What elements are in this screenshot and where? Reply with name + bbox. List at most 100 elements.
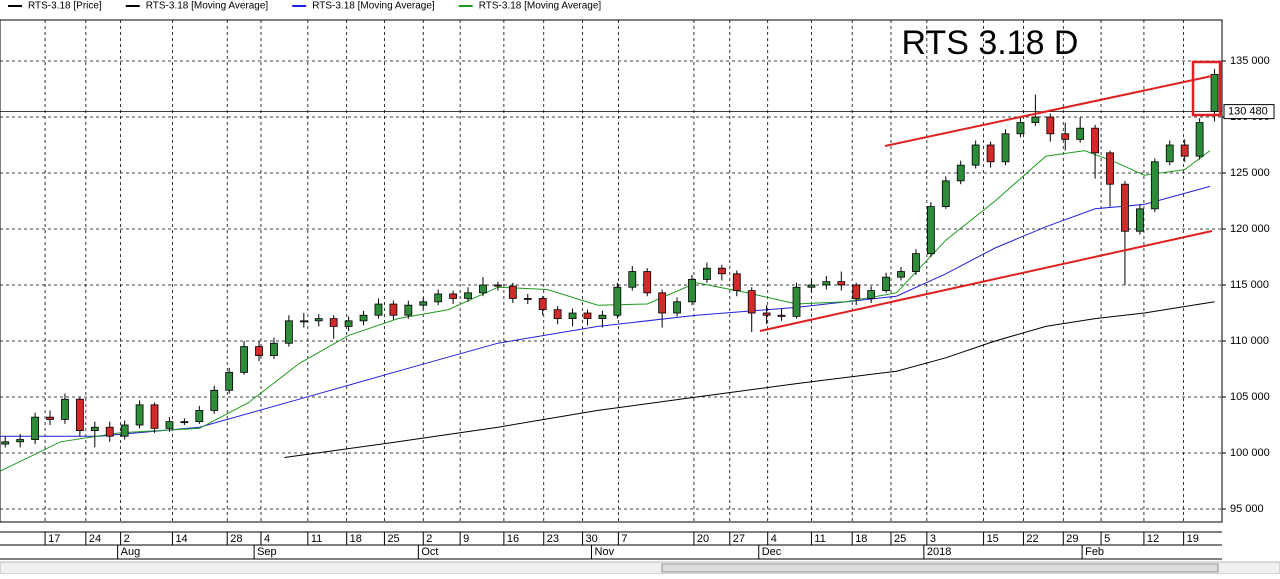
candle-body bbox=[359, 314, 368, 322]
x-tick-label: 11 bbox=[311, 533, 322, 545]
candle-body bbox=[329, 318, 338, 327]
candle-body bbox=[956, 164, 965, 182]
x-tick-label: 27 bbox=[733, 533, 745, 545]
candle-body bbox=[314, 318, 323, 322]
chart-title: RTS 3.18 D bbox=[901, 24, 1078, 62]
candle-body bbox=[61, 398, 69, 420]
x-tick-label: 7 bbox=[621, 533, 627, 545]
candle-body bbox=[1, 441, 10, 445]
marks bbox=[0, 68, 1222, 472]
candle-body bbox=[479, 284, 487, 294]
candle-body bbox=[837, 281, 846, 286]
candle-body bbox=[210, 389, 219, 411]
candle-body bbox=[1001, 133, 1010, 163]
candle-body bbox=[762, 312, 771, 316]
x-tick-label: 9 bbox=[463, 533, 469, 545]
month-label: Sep bbox=[257, 546, 277, 558]
month-label: Oct bbox=[421, 546, 438, 558]
x-tick-label: 12 bbox=[1147, 533, 1159, 545]
candle-body bbox=[389, 303, 398, 316]
candle-body bbox=[1210, 74, 1219, 112]
plot-frame bbox=[0, 19, 1223, 523]
legend-label: RTS-3.18 [Moving Average] bbox=[479, 1, 602, 12]
candle-body bbox=[508, 285, 517, 299]
candle-body bbox=[912, 253, 920, 272]
candle-body bbox=[568, 312, 577, 320]
candle-body bbox=[807, 284, 816, 288]
x-tick-label: 11 bbox=[814, 533, 825, 545]
grid bbox=[0, 20, 1226, 559]
candle-body bbox=[195, 410, 204, 423]
x-tick-label: 18 bbox=[350, 533, 362, 545]
candle-body bbox=[732, 273, 741, 292]
x-tick-label: 4 bbox=[771, 533, 777, 545]
x-tick-label: 23 bbox=[547, 533, 559, 545]
month-label: Feb bbox=[1085, 546, 1104, 558]
y-tick-label: 100 000 bbox=[1230, 447, 1270, 459]
x-tick-label: 19 bbox=[1187, 533, 1199, 545]
candle-body bbox=[1031, 116, 1040, 123]
y-tick-label: 105 000 bbox=[1230, 391, 1270, 403]
x-tick-label: 15 bbox=[987, 533, 999, 545]
candle-body bbox=[792, 286, 801, 317]
candle-body bbox=[374, 303, 383, 316]
trend-line bbox=[884, 75, 1213, 147]
x-tick-label: 30 bbox=[586, 533, 598, 545]
candle-body bbox=[897, 271, 905, 278]
candle-body bbox=[31, 416, 39, 440]
x-tick-label: 24 bbox=[89, 533, 101, 545]
candle-body bbox=[1091, 127, 1099, 154]
x-tick-label: 14 bbox=[175, 533, 187, 545]
candle-body bbox=[255, 346, 263, 356]
candle-body bbox=[1106, 152, 1114, 185]
legend: RTS-3.18 [Price] RTS-3.18 [Moving Average… bbox=[8, 1, 601, 12]
x-tick-label: 29 bbox=[1066, 533, 1078, 545]
x-tick-label: 17 bbox=[48, 533, 60, 545]
x-tick-label: 5 bbox=[1104, 533, 1110, 545]
x-tick-label: 2 bbox=[124, 533, 130, 545]
candle-body bbox=[926, 206, 935, 255]
candle-body bbox=[538, 298, 547, 311]
scrollbar-thumb[interactable] bbox=[661, 563, 1219, 573]
legend-label: RTS-3.18 [Moving Average] bbox=[146, 1, 269, 12]
candle-body bbox=[1061, 133, 1070, 140]
candle-body bbox=[1121, 183, 1129, 232]
candle-body bbox=[120, 424, 129, 437]
candle-body bbox=[643, 271, 652, 294]
candle-body bbox=[628, 271, 637, 288]
candle-body bbox=[777, 314, 786, 317]
candle-body bbox=[419, 301, 428, 306]
candle-body bbox=[688, 279, 696, 303]
candle-body bbox=[971, 144, 980, 166]
x-tick-label: 3 bbox=[930, 533, 936, 545]
candle-body bbox=[852, 284, 861, 299]
candle-body bbox=[270, 342, 278, 356]
legend-label: RTS-3.18 [Moving Average] bbox=[312, 1, 435, 12]
candle-body bbox=[1195, 122, 1204, 157]
candle-body bbox=[717, 267, 726, 275]
x-tick-label: 18 bbox=[855, 533, 867, 545]
candle-body bbox=[404, 304, 413, 316]
candle-body bbox=[1165, 144, 1174, 163]
candle-body bbox=[1150, 161, 1159, 210]
candle-body bbox=[135, 404, 144, 426]
candle-body bbox=[105, 426, 114, 437]
x-tick-label: 22 bbox=[1026, 533, 1038, 545]
moving-average bbox=[284, 301, 1215, 458]
last-price-label: 130 480 bbox=[1228, 106, 1268, 118]
candle-body bbox=[284, 320, 293, 344]
x-tick-label: 20 bbox=[697, 533, 709, 545]
candle-body bbox=[16, 439, 25, 443]
candle-body bbox=[1076, 127, 1085, 140]
x-tick-label: 2 bbox=[426, 533, 432, 545]
x-tick-label: 28 bbox=[230, 533, 242, 545]
candle-body bbox=[494, 284, 502, 287]
month-label: 2018 bbox=[927, 546, 951, 558]
trend-line bbox=[759, 230, 1213, 332]
candle-body bbox=[673, 301, 681, 314]
candle-body bbox=[1046, 116, 1055, 135]
y-tick-label: 95 000 bbox=[1230, 503, 1264, 515]
moving-average bbox=[0, 185, 1211, 437]
y-tick-label: 125 000 bbox=[1230, 167, 1270, 179]
candle-body bbox=[523, 298, 532, 300]
